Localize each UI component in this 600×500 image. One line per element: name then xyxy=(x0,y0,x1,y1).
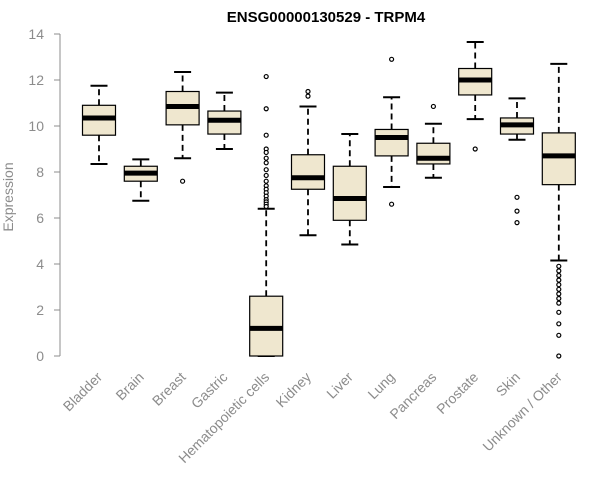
box-series xyxy=(81,41,576,359)
box-brain xyxy=(123,158,158,202)
outlier-point xyxy=(305,88,311,95)
box-skin xyxy=(499,97,535,226)
outlier-point xyxy=(263,149,269,156)
outlier-point xyxy=(556,291,562,297)
box-pancreas xyxy=(416,103,451,179)
outlier-point xyxy=(472,146,478,152)
y-tick-label: 0 xyxy=(36,348,44,364)
outlier-point xyxy=(556,263,562,269)
outlier-point xyxy=(556,268,562,274)
iqr-box xyxy=(332,165,367,221)
outlier-point xyxy=(263,172,269,179)
box-lung xyxy=(374,56,409,207)
y-tick-label: 14 xyxy=(28,26,44,42)
outlier-point xyxy=(263,132,269,138)
outlier-point xyxy=(556,309,562,315)
x-tick-label: Unknown / Other xyxy=(479,369,565,455)
y-tick-label: 2 xyxy=(36,302,44,318)
outlier-point xyxy=(430,103,436,110)
x-tick-label: Liver xyxy=(323,369,356,402)
outlier-point xyxy=(263,155,269,161)
y-axis-label: Expression xyxy=(0,162,16,231)
outlier-point xyxy=(556,332,562,338)
outlier-point xyxy=(263,73,269,80)
outlier-point xyxy=(263,167,269,173)
x-tick-label: Brain xyxy=(112,369,146,403)
outlier-point xyxy=(514,220,520,226)
box-kidney xyxy=(290,88,326,237)
outlier-point xyxy=(389,56,395,62)
y-tick-label: 12 xyxy=(28,72,44,88)
y-tick-label: 8 xyxy=(36,164,44,180)
box-unknown-other xyxy=(541,62,576,359)
iqr-box xyxy=(290,154,326,190)
box-liver xyxy=(332,133,367,246)
x-tick-label: Lung xyxy=(364,369,397,402)
y-tick-label: 10 xyxy=(28,118,44,134)
outlier-point xyxy=(263,178,269,184)
x-tick-label: Skin xyxy=(493,369,524,400)
box-bladder xyxy=(81,84,117,165)
outlier-point xyxy=(389,201,395,207)
x-tick-label: Bladder xyxy=(60,369,106,415)
outlier-point xyxy=(556,282,562,288)
iqr-box xyxy=(416,142,451,165)
outlier-point xyxy=(263,160,269,166)
y-axis: 0 2 4 6 8 10 12 14 xyxy=(28,26,61,364)
outlier-point xyxy=(514,194,520,200)
box-gastric xyxy=(207,91,242,150)
outlier-point xyxy=(556,353,562,359)
x-tick-label: Prostate xyxy=(433,369,481,417)
box-breast xyxy=(165,70,200,184)
iqr-box xyxy=(374,128,409,157)
outlier-point xyxy=(514,208,520,214)
x-tick-label: Kidney xyxy=(273,369,315,411)
outlier-point xyxy=(556,300,562,306)
y-tick-label: 6 xyxy=(36,210,44,226)
outlier-point xyxy=(556,277,562,283)
outlier-point xyxy=(556,272,562,279)
outlier-point xyxy=(556,321,562,327)
outlier-point xyxy=(180,178,186,184)
outlier-point xyxy=(263,106,269,112)
box-prostate xyxy=(458,41,493,152)
outlier-point xyxy=(263,203,269,210)
iqr-box xyxy=(541,132,576,186)
y-tick-label: 4 xyxy=(36,256,44,272)
box-hematopoietic-cells xyxy=(249,73,284,357)
x-tick-label: Breast xyxy=(149,369,189,409)
outlier-point xyxy=(556,295,562,302)
chart-title: ENSG00000130529 - TRPM4 xyxy=(227,9,426,26)
outlier-point xyxy=(556,286,562,292)
outlier-point xyxy=(305,93,311,99)
